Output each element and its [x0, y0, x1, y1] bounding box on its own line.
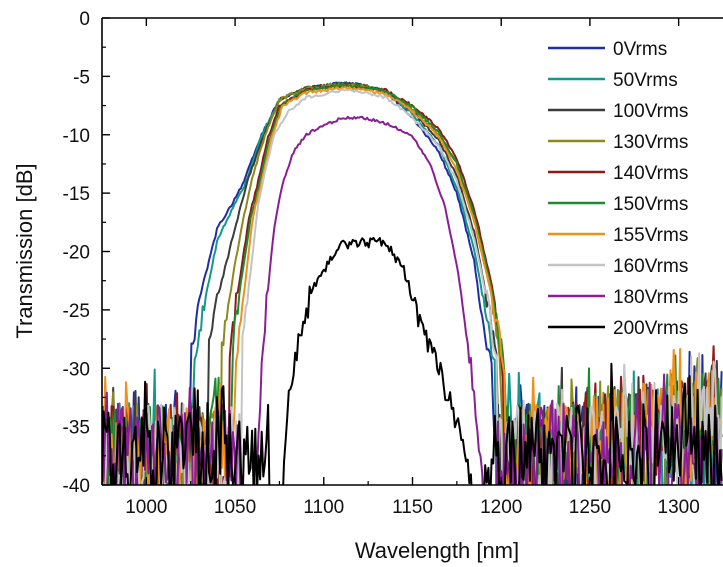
x-tick-label: 1150: [392, 497, 433, 518]
x-tick-label: 1050: [214, 497, 256, 518]
y-tick-label: 0: [79, 9, 90, 30]
y-tick-label: -15: [63, 184, 90, 205]
legend: 0Vrms 50Vrms 100Vrms 130Vrms 140Vrms 150Vrms 1…: [548, 39, 688, 339]
y-tick-label: -20: [63, 243, 90, 264]
x-tick-label: 1300: [658, 497, 700, 518]
legend-label: 130Vrms: [613, 132, 688, 153]
legend-label: 50Vrms: [613, 70, 678, 91]
legend-label: 155Vrms: [613, 225, 688, 246]
series-layer: [102, 81, 723, 485]
x-tick-label: 1100: [303, 497, 344, 518]
legend-label: 150Vrms: [613, 194, 688, 215]
x-axis-title: Wavelength [nm]: [355, 538, 519, 563]
y-tick-label: -25: [63, 301, 90, 322]
y-axis-title: Transmission [dB]: [12, 163, 37, 338]
legend-label: 0Vrms: [613, 39, 667, 60]
x-tick-label: 1000: [125, 497, 167, 518]
ticks-layer: 1000 1050 1100 1150 1200 1250 1300 0 -5 -10 -15 -20…: [63, 9, 700, 518]
y-tick-label: -5: [73, 67, 90, 88]
legend-label: 140Vrms: [613, 163, 688, 184]
legend-label: 100Vrms: [613, 101, 688, 122]
y-tick-label: -35: [63, 418, 90, 439]
y-tick-label: -40: [63, 476, 90, 497]
y-tick-label: -30: [63, 359, 90, 380]
x-tick-label: 1200: [480, 497, 522, 518]
y-tick-label: -10: [63, 126, 90, 147]
legend-label: 180Vrms: [613, 287, 688, 308]
legend-label: 200Vrms: [613, 318, 688, 339]
series-line-200vrms: [102, 236, 723, 485]
x-tick-label: 1250: [569, 497, 611, 518]
legend-label: 160Vrms: [613, 256, 688, 277]
series-line-160vrms: [102, 88, 723, 485]
